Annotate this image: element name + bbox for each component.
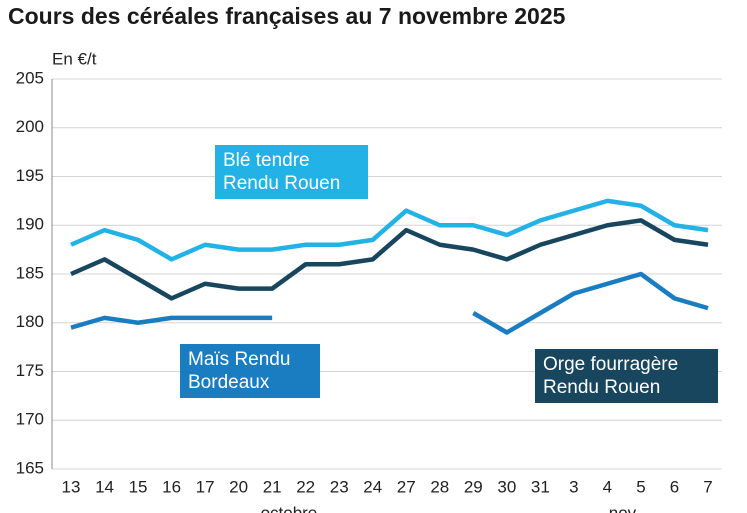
y-axis-label: En €/t <box>52 49 97 68</box>
y-tick-label: 190 <box>16 215 44 234</box>
x-tick-label: 31 <box>531 477 550 496</box>
y-tick-label: 185 <box>16 263 44 282</box>
y-tick-label: 175 <box>16 361 44 380</box>
legend-label: Maïs Rendu Bordeaux <box>180 344 320 398</box>
x-tick-label: 7 <box>703 477 712 496</box>
month-label: octobre <box>261 503 318 513</box>
y-tick-label: 170 <box>16 410 44 429</box>
series-line <box>70 198 709 262</box>
x-tick-label: 13 <box>62 477 81 496</box>
month-label: nov. <box>609 503 640 513</box>
x-tick-label: 22 <box>296 477 315 496</box>
x-tick-label: 17 <box>196 477 215 496</box>
x-tick-label: 28 <box>430 477 449 496</box>
x-tick-label: 15 <box>129 477 148 496</box>
y-tick-label: 165 <box>16 458 44 477</box>
y-tick-label: 200 <box>16 117 44 136</box>
x-tick-label: 30 <box>497 477 516 496</box>
x-tick-label: 3 <box>569 477 578 496</box>
y-tick-label: 195 <box>16 166 44 185</box>
x-tick-label: 14 <box>95 477 114 496</box>
legend-label: Orge fourragère Rendu Rouen <box>535 349 718 403</box>
legend-label: Blé tendre Rendu Rouen <box>215 145 368 199</box>
x-tick-label: 27 <box>397 477 416 496</box>
series-line <box>70 271 709 335</box>
x-tick-label: 24 <box>363 477 382 496</box>
x-tick-label: 6 <box>670 477 679 496</box>
x-tick-label: 4 <box>603 477 612 496</box>
series-line <box>70 218 709 301</box>
x-tick-label: 29 <box>464 477 483 496</box>
y-tick-label: 205 <box>16 68 44 87</box>
y-tick-label: 180 <box>16 312 44 331</box>
x-tick-label: 23 <box>330 477 349 496</box>
chart-title: Cours des céréales françaises au 7 novem… <box>8 3 566 29</box>
x-tick-label: 5 <box>636 477 645 496</box>
x-tick-label: 16 <box>162 477 181 496</box>
x-tick-label: 20 <box>229 477 248 496</box>
x-tick-label: 21 <box>263 477 282 496</box>
